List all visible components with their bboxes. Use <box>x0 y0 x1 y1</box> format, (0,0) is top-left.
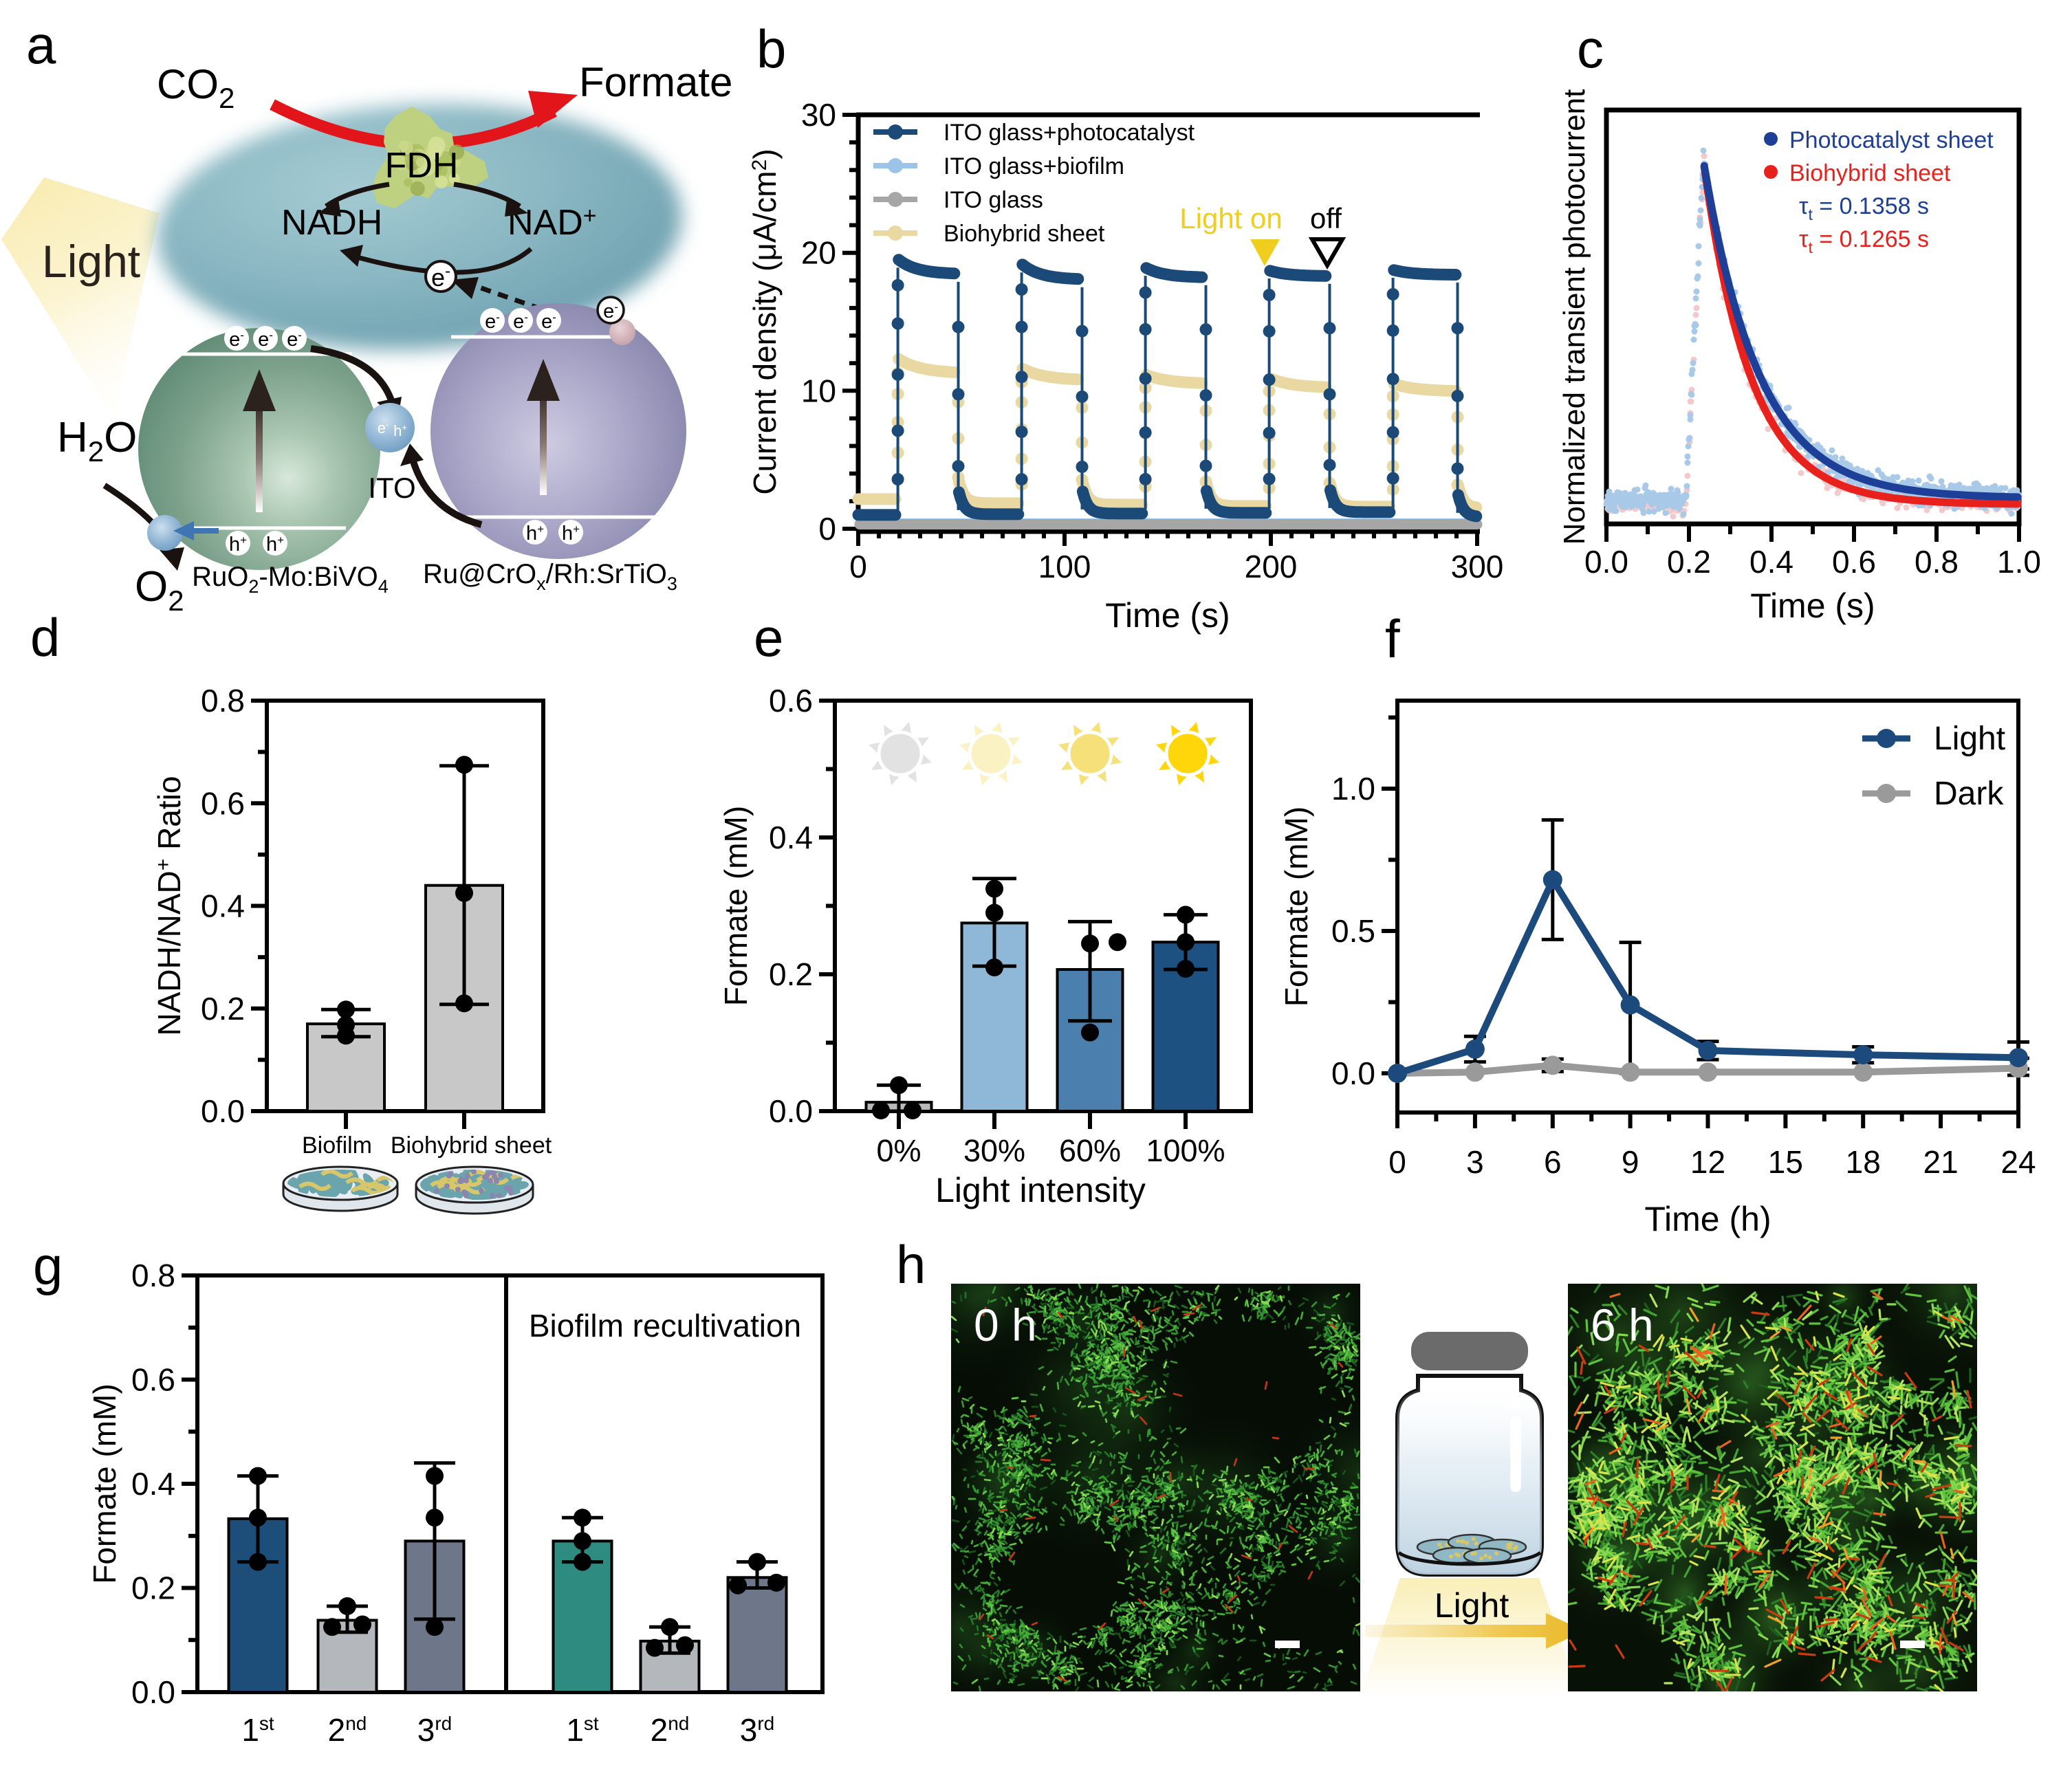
svg-text:g: g <box>33 1236 63 1296</box>
svg-text:0: 0 <box>849 549 867 584</box>
svg-text:1st: 1st <box>566 1712 599 1748</box>
svg-text:30%: 30% <box>963 1133 1025 1168</box>
svg-text:0.0: 0.0 <box>769 1093 813 1129</box>
svg-text:0.2: 0.2 <box>131 1570 175 1606</box>
svg-text:0.6: 0.6 <box>201 785 245 821</box>
svg-text:1.0: 1.0 <box>1331 771 1375 807</box>
svg-text:15: 15 <box>1768 1144 1803 1180</box>
svg-text:Ru@CrOx/Rh:SrTiO3: Ru@CrOx/Rh:SrTiO3 <box>423 559 677 594</box>
svg-text:0.6: 0.6 <box>1832 544 1876 580</box>
svg-text:Biohybrid sheet: Biohybrid sheet <box>1789 160 1951 186</box>
svg-text:off: off <box>1310 202 1342 234</box>
svg-text:0.2: 0.2 <box>201 991 245 1027</box>
svg-text:h+: h+ <box>562 523 580 545</box>
svg-text:Light on: Light on <box>1179 202 1282 234</box>
svg-text:18: 18 <box>1846 1144 1881 1180</box>
svg-text:20: 20 <box>801 235 836 271</box>
svg-text:Light: Light <box>42 236 140 287</box>
svg-text:0.0: 0.0 <box>1584 544 1628 580</box>
svg-text:0.2: 0.2 <box>769 956 813 992</box>
svg-text:d: d <box>30 607 60 668</box>
svg-text:0.6: 0.6 <box>131 1362 175 1398</box>
svg-text:0.4: 0.4 <box>201 888 245 924</box>
svg-text:1st: 1st <box>241 1712 274 1748</box>
svg-text:Normalized transient photocurr: Normalized transient photocurrent <box>1558 89 1591 545</box>
svg-text:Dark: Dark <box>1934 776 2004 812</box>
svg-text:24: 24 <box>2000 1144 2036 1180</box>
svg-text:f: f <box>1385 609 1400 669</box>
svg-text:Time (s): Time (s) <box>1105 596 1230 635</box>
svg-text:0.4: 0.4 <box>769 820 813 855</box>
svg-text:RuO2-Mo:BiVO4: RuO2-Mo:BiVO4 <box>192 562 389 597</box>
svg-text:NAD+: NAD+ <box>508 203 597 243</box>
svg-text:0: 0 <box>1388 1144 1406 1180</box>
svg-text:Formate (mM): Formate (mM) <box>87 1383 122 1583</box>
svg-text:200: 200 <box>1245 549 1298 584</box>
svg-text:NADH/NAD+ Ratio: NADH/NAD+ Ratio <box>151 776 187 1036</box>
svg-text:Current density (μA/cm2): Current density (μA/cm2) <box>747 149 783 494</box>
svg-text:6: 6 <box>1544 1144 1562 1180</box>
svg-text:0.0: 0.0 <box>1331 1055 1375 1091</box>
svg-text:0.0: 0.0 <box>131 1674 175 1710</box>
svg-text:Formate (mM): Formate (mM) <box>718 806 754 1006</box>
svg-text:Time (h): Time (h) <box>1644 1200 1771 1238</box>
svg-text:10: 10 <box>801 373 836 408</box>
svg-text:100%: 100% <box>1146 1133 1225 1168</box>
svg-text:Formate: Formate <box>579 59 732 105</box>
svg-text:100: 100 <box>1038 549 1091 584</box>
svg-text:τt = 0.1358 s: τt = 0.1358 s <box>1799 193 1929 223</box>
svg-text:Biohybrid sheet: Biohybrid sheet <box>944 221 1105 247</box>
svg-text:12: 12 <box>1690 1144 1725 1180</box>
svg-text:h: h <box>896 1234 926 1295</box>
svg-text:Light: Light <box>1934 721 2005 757</box>
svg-text:H2O: H2O <box>57 414 137 468</box>
svg-text:e: e <box>754 607 783 668</box>
svg-text:ITO glass+biofilm: ITO glass+biofilm <box>944 153 1124 179</box>
svg-text:b: b <box>756 19 786 79</box>
svg-text:Biofilm: Biofilm <box>302 1132 372 1159</box>
svg-text:0%: 0% <box>876 1133 921 1168</box>
svg-text:Biofilm recultivation: Biofilm recultivation <box>529 1308 801 1344</box>
svg-text:6 h: 6 h <box>1591 1300 1654 1350</box>
svg-text:ITO glass: ITO glass <box>944 187 1043 213</box>
svg-text:FDH: FDH <box>385 146 459 186</box>
svg-text:0: 0 <box>818 511 836 547</box>
svg-text:0.8: 0.8 <box>1915 544 1959 580</box>
svg-text:0.5: 0.5 <box>1331 913 1375 949</box>
svg-text:0.8: 0.8 <box>201 683 245 719</box>
svg-text:1.0: 1.0 <box>1997 544 2041 580</box>
svg-text:Photocatalyst sheet: Photocatalyst sheet <box>1789 127 1994 153</box>
svg-text:0.0: 0.0 <box>201 1093 245 1129</box>
svg-text:3rd: 3rd <box>417 1712 452 1748</box>
svg-text:60%: 60% <box>1059 1133 1121 1168</box>
svg-text:21: 21 <box>1923 1144 1959 1180</box>
svg-text:ITO: ITO <box>368 472 415 504</box>
svg-text:0.6: 0.6 <box>769 683 813 719</box>
svg-text:c: c <box>1577 19 1604 79</box>
svg-text:Formate (mM): Formate (mM) <box>1278 807 1314 1007</box>
svg-text:ITO glass+photocatalyst: ITO glass+photocatalyst <box>944 120 1195 146</box>
svg-text:τt = 0.1265 s: τt = 0.1265 s <box>1799 226 1929 256</box>
svg-text:a: a <box>26 14 56 75</box>
svg-text:0.2: 0.2 <box>1667 544 1711 580</box>
svg-text:Biohybrid sheet: Biohybrid sheet <box>391 1132 552 1159</box>
svg-text:300: 300 <box>1451 549 1504 584</box>
svg-text:Light intensity: Light intensity <box>935 1171 1146 1209</box>
svg-text:0 h: 0 h <box>974 1300 1037 1350</box>
svg-text:Time (s): Time (s) <box>1750 586 1875 625</box>
svg-text:0.4: 0.4 <box>131 1466 175 1502</box>
svg-text:9: 9 <box>1622 1144 1639 1180</box>
svg-text:30: 30 <box>801 97 836 133</box>
svg-text:Light: Light <box>1435 1586 1509 1625</box>
svg-text:0.8: 0.8 <box>131 1258 175 1293</box>
svg-text:0.4: 0.4 <box>1749 544 1793 580</box>
svg-text:3: 3 <box>1466 1144 1484 1180</box>
